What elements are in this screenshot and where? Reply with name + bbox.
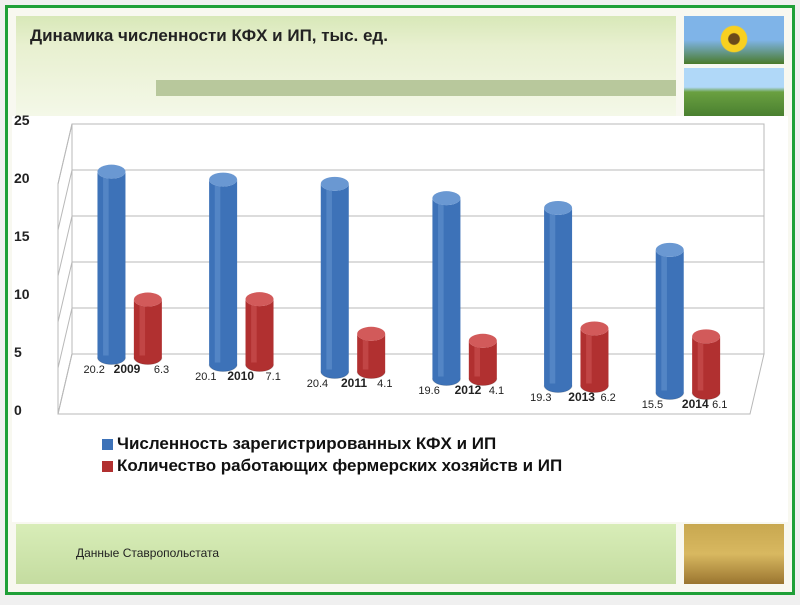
data-label-series2: 4.1: [377, 378, 392, 390]
data-label-series1: 20.4: [307, 378, 328, 390]
data-label-series1: 20.1: [195, 371, 216, 383]
y-tick-label: 20: [14, 170, 30, 186]
y-tick-label: 15: [14, 228, 30, 244]
photo-wheat: [684, 524, 784, 584]
title-decorative-stripe: [156, 80, 676, 96]
legend-swatch-1: [102, 439, 113, 450]
chart-legend: Численность зарегистрированных КФХ и ИП …: [102, 432, 562, 478]
footer-block: Данные Ставропольстата: [16, 524, 676, 584]
y-tick-label: 10: [14, 286, 30, 302]
footer-area: Данные Ставропольстата: [16, 524, 784, 584]
data-label-series2: 6.3: [154, 364, 169, 376]
photo-strip-top: [684, 16, 784, 116]
chart-area: Численность зарегистрированных КФХ и ИП …: [12, 116, 788, 522]
legend-row-1: Численность зарегистрированных КФХ и ИП: [102, 434, 562, 454]
x-tick-label: 2012: [455, 383, 482, 397]
legend-label-1: Численность зарегистрированных КФХ и ИП: [117, 434, 496, 454]
slide-title: Динамика численности КФХ и ИП, тыс. ед.: [30, 26, 388, 46]
y-tick-label: 25: [14, 112, 30, 128]
data-label-series2: 4.1: [489, 385, 504, 397]
x-tick-label: 2014: [682, 397, 709, 411]
photo-strip-bottom: [684, 524, 784, 584]
legend-swatch-2: [102, 461, 113, 472]
y-tick-label: 5: [14, 344, 22, 360]
y-tick-label: 0: [14, 402, 22, 418]
slide-frame: Динамика численности КФХ и ИП, тыс. ед. …: [5, 5, 795, 595]
data-label-series2: 6.2: [600, 392, 615, 404]
header-area: Динамика численности КФХ и ИП, тыс. ед.: [16, 16, 784, 116]
data-label-series1: 19.3: [530, 392, 551, 404]
data-label-series1: 19.6: [418, 385, 439, 397]
data-label-series1: 15.5: [642, 399, 663, 411]
data-label-series1: 20.2: [83, 364, 104, 376]
footer-source: Данные Ставропольстата: [76, 546, 219, 560]
photo-sunflower: [684, 16, 784, 64]
data-label-series2: 6.1: [712, 399, 727, 411]
legend-label-2: Количество работающих фермерских хозяйст…: [117, 456, 562, 476]
title-block: Динамика численности КФХ и ИП, тыс. ед.: [16, 16, 676, 116]
x-tick-label: 2011: [341, 376, 367, 390]
legend-row-2: Количество работающих фермерских хозяйст…: [102, 456, 562, 476]
x-tick-label: 2013: [568, 390, 595, 404]
x-tick-label: 2009: [114, 362, 141, 376]
data-label-series2: 7.1: [266, 371, 281, 383]
x-tick-label: 2010: [227, 369, 254, 383]
photo-meadow: [684, 68, 784, 116]
